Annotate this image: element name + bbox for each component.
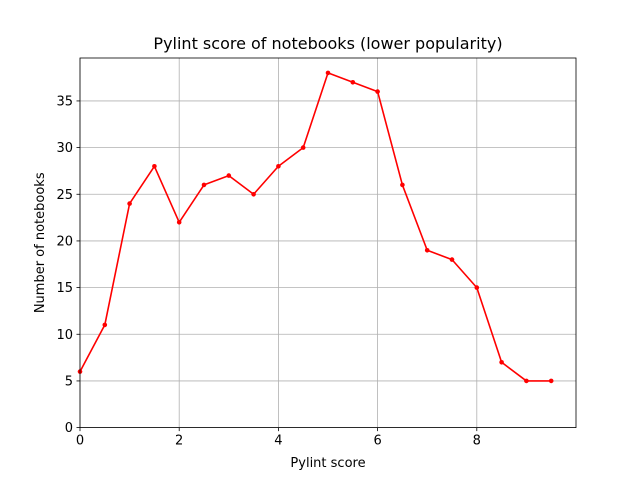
data-point [424,247,430,253]
y-tick-label: 5 [65,374,73,389]
y-tick-label: 10 [56,328,73,343]
x-tick-label: 6 [373,434,381,449]
data-series [77,70,554,384]
grid-lines [79,58,576,429]
series-line [79,72,552,382]
x-axis-label: Pylint score [290,456,365,471]
data-point [400,182,405,188]
x-tick-label: 2 [175,434,183,449]
data-point [474,285,480,290]
y-tick-label: 25 [56,188,73,203]
data-point [226,173,232,178]
data-point [300,145,306,150]
data-point [449,257,455,262]
data-point [251,191,256,197]
data-point [176,219,182,225]
data-point [201,182,207,188]
data-point [548,378,554,384]
data-point [102,322,108,328]
data-point [375,89,380,94]
axis-ticks: 0 2 4 6 8 0 5 10 15 20 25 30 35 [56,94,480,448]
y-tick-label: 15 [56,281,73,296]
y-axis-label: Number of notebooks [33,172,48,313]
data-point [276,163,281,169]
x-tick-label: 4 [274,434,282,449]
data-point [499,359,504,365]
data-point [524,378,529,384]
y-tick-label: 30 [56,141,73,156]
x-tick-label: 8 [473,434,481,449]
plot-frame [79,57,577,429]
y-tick-label: 20 [56,234,73,249]
y-tick-label: 35 [56,94,73,109]
data-point [325,70,331,76]
data-point [350,79,356,85]
chart-title: Pylint score of notebooks (lower popular… [153,34,502,53]
data-point [127,201,132,206]
y-tick-label: 0 [65,421,73,436]
x-tick-label: 0 [76,434,84,449]
data-point [152,163,157,169]
